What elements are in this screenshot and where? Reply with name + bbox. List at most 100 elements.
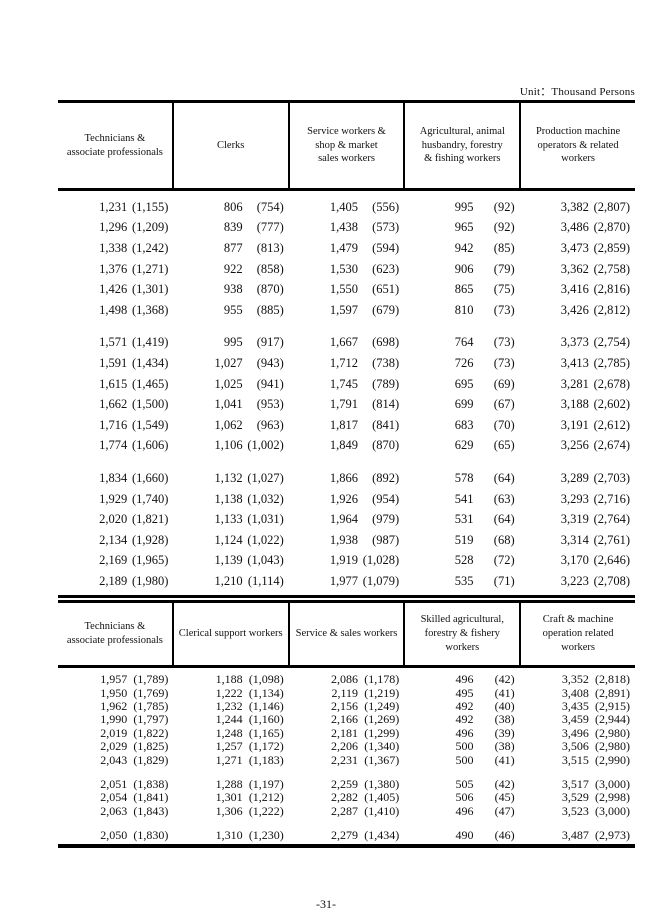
row-block: 1,231 (1,155) 806 (754) 1,405 (556) 995 (92) 3,3…	[58, 197, 635, 321]
value-cell: 541	[454, 491, 474, 506]
value-cell: 1,957	[100, 672, 128, 687]
paren-value-cell: (1,022)	[247, 532, 284, 547]
paren-value-cell: (1,027)	[247, 470, 284, 485]
value-cell: 3,529	[561, 790, 589, 805]
table-row: 2,019 (1,822) 1,248 (1,165) 2,181 (1,299) 496 (…	[58, 725, 635, 741]
table-row: 2,063 (1,843) 1,306 (1,222) 2,287 (1,410) 496 (…	[58, 804, 635, 819]
paren-value-cell: (1,965)	[131, 553, 169, 568]
cell-group: 1,426 (1,301)	[58, 282, 173, 297]
cell-group: 1,025 (941)	[173, 377, 288, 392]
cell-group: 1,124 (1,022)	[173, 533, 288, 548]
cell-group: 1,041 (953)	[173, 397, 288, 412]
cell-group: 2,086 (1,178)	[289, 672, 404, 687]
paren-value-cell: (46)	[494, 828, 515, 843]
cell-group: 1,926 (954)	[289, 492, 404, 507]
paren-value-cell: (1,838)	[133, 776, 169, 791]
cell-group: 2,119 (1,219)	[289, 686, 404, 701]
cell-group: 1,244 (1,160)	[173, 712, 288, 727]
table-row: 2,054 (1,841) 1,301 (1,212) 2,282 (1,405) 506 (…	[58, 790, 635, 805]
cell-group: 1,210 (1,114)	[173, 574, 288, 589]
paren-value-cell: (1,785)	[133, 698, 169, 713]
value-cell: 1,615	[99, 376, 128, 391]
table-row: 1,662 (1,500) 1,041 (953) 1,791 (814) 699 (67) 3…	[58, 394, 635, 415]
paren-value-cell: (2,703)	[593, 470, 631, 485]
table-row: 1,990 (1,797) 1,244 (1,160) 2,166 (1,269) 492 (…	[58, 712, 635, 727]
paren-value-cell: (698)	[372, 335, 400, 350]
paren-value-cell: (2,761)	[593, 532, 631, 547]
column-header: Service & sales workers	[287, 603, 404, 665]
value-cell: 2,020	[99, 512, 128, 527]
paren-value-cell: (2,816)	[593, 282, 631, 297]
table-row: 2,029 (1,825) 1,257 (1,172) 2,206 (1,340) 500 (…	[58, 739, 635, 753]
paren-value-cell: (1,830)	[133, 828, 169, 843]
paren-value-cell: (2,646)	[593, 553, 631, 568]
cell-group: 3,191 (2,612)	[520, 418, 635, 433]
cell-group: 2,156 (1,249)	[289, 699, 404, 714]
cell-group: 938 (870)	[173, 282, 288, 297]
cell-group: 2,181 (1,299)	[289, 726, 404, 741]
value-cell: 877	[223, 240, 243, 255]
value-cell: 1,591	[99, 355, 128, 370]
paren-value-cell: (963)	[256, 417, 284, 432]
table-row: 2,051 (1,838) 1,288 (1,197) 2,259 (1,380) 505 (…	[58, 776, 635, 792]
cell-group: 955 (885)	[173, 303, 288, 318]
paren-value-cell: (2,998)	[595, 790, 631, 805]
table-row: 1,231 (1,155) 806 (754) 1,405 (556) 995 (92) 3,3…	[58, 197, 635, 218]
paren-value-cell: (2,818)	[595, 672, 631, 687]
value-cell: 2,119	[331, 685, 359, 700]
value-cell: 1,210	[214, 573, 243, 588]
cell-group: 806 (754)	[173, 200, 288, 215]
table-row: 2,020 (1,821) 1,133 (1,031) 1,964 (979) 531 (64…	[58, 509, 635, 530]
value-cell: 496	[455, 725, 474, 740]
paren-value-cell: (2,807)	[593, 199, 631, 214]
cell-group: 1,550 (651)	[289, 282, 404, 297]
paren-value-cell: (777)	[256, 220, 284, 235]
value-cell: 1,977	[329, 573, 359, 588]
column-header: Service workers & shop & market sales wo…	[287, 103, 404, 188]
cell-group: 3,382 (2,807)	[520, 200, 635, 215]
cell-group: 1,296 (1,209)	[58, 220, 173, 235]
cell-group: 922 (858)	[173, 262, 288, 277]
paren-value-cell: (556)	[372, 199, 400, 214]
paren-value-cell: (73)	[493, 335, 515, 350]
table-row: 2,169 (1,965) 1,139 (1,043) 1,919 (1,028) 528 (…	[58, 551, 635, 572]
value-cell: 1,062	[214, 417, 243, 432]
paren-value-cell: (2,602)	[593, 397, 631, 412]
cell-group: 1,498 (1,368)	[58, 303, 173, 318]
value-cell: 1,222	[215, 685, 243, 700]
cell-group: 3,473 (2,859)	[520, 241, 635, 256]
table-row: 1,296 (1,209) 839 (777) 1,438 (573) 965 (92) 3,4…	[58, 218, 635, 239]
cell-group: 3,459 (2,944)	[520, 712, 635, 727]
cell-group: 535 (71)	[404, 574, 519, 589]
paren-value-cell: (1,114)	[247, 573, 284, 588]
paren-value-cell: (941)	[256, 376, 284, 391]
cell-group: 2,259 (1,380)	[289, 777, 404, 792]
value-cell: 1,288	[215, 776, 243, 791]
column-header: Technicians & associate professionals	[66, 621, 163, 646]
paren-value-cell: (69)	[493, 376, 515, 391]
value-cell: 3,352	[561, 672, 589, 687]
paren-value-cell: (1,219)	[364, 685, 400, 700]
cell-group: 965 (92)	[404, 220, 519, 235]
cell-group: 1,791 (814)	[289, 397, 404, 412]
cell-group: 519 (68)	[404, 533, 519, 548]
paren-value-cell: (67)	[493, 397, 515, 412]
cell-group: 2,019 (1,822)	[58, 726, 173, 741]
row-block: 1,571 (1,419) 995 (917) 1,667 (698) 764 (73) 3,3…	[58, 333, 635, 457]
paren-value-cell: (1,789)	[133, 672, 169, 687]
cell-group: 3,416 (2,816)	[520, 282, 635, 297]
cell-group: 1,376 (1,271)	[58, 262, 173, 277]
paren-value-cell: (2,612)	[593, 417, 631, 432]
cell-group: 1,774 (1,606)	[58, 438, 173, 453]
cell-group: 2,189 (1,980)	[58, 574, 173, 589]
value-cell: 1,405	[329, 199, 359, 214]
cell-group: 3,408 (2,891)	[520, 686, 635, 701]
cell-group: 1,591 (1,434)	[58, 356, 173, 371]
paren-value-cell: (1,098)	[248, 672, 284, 687]
cell-group: 3,256 (2,674)	[520, 438, 635, 453]
value-cell: 1,962	[100, 698, 128, 713]
lower-table-header-row: Technicians & associate professionals Cle…	[58, 600, 635, 668]
cell-group: 496 (47)	[404, 804, 519, 819]
value-cell: 1,791	[329, 397, 359, 412]
value-cell: 1,479	[329, 240, 359, 255]
